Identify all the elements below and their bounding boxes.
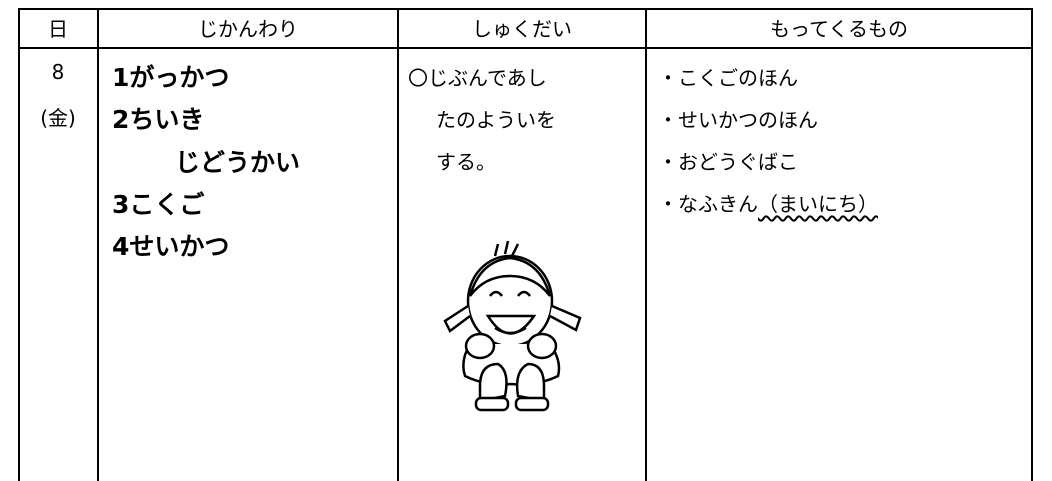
item: ・せいかつのほん [658,108,818,132]
item-text: ・なふきん [658,192,758,216]
date: 8 [51,60,65,84]
item-note: （まいにち） [758,192,878,216]
schedule-line: じどうかい [175,148,301,177]
column-border [97,8,99,481]
header-border [18,47,1032,49]
column-border [1031,8,1033,481]
item: ・おどうぐばこ [658,150,798,174]
header-cell: 日 [48,17,68,41]
schedule-line: 1がっかつ [112,63,230,92]
item: ・こくごのほん [658,66,798,90]
column-border [645,8,647,481]
header-cell: しゅくだい [472,17,572,41]
header-cell: もってくるもの [770,17,908,41]
homework-line: たのよういを [436,108,556,132]
schedule-line: 4せいかつ [112,232,230,261]
weekday: (金) [40,106,76,130]
schedule-line: 2ちいき [112,105,205,134]
girl-illustration [443,240,582,412]
schedule-line: 3こくご [112,190,205,219]
column-border [18,8,20,481]
homework-line: する。 [436,150,496,174]
table-border [18,8,1032,10]
header-cell: じかんわり [198,17,298,41]
homework-line: 〇じぶんであし [408,66,547,90]
item: ・なふきん（まいにち） [658,188,878,217]
column-border [397,8,399,481]
